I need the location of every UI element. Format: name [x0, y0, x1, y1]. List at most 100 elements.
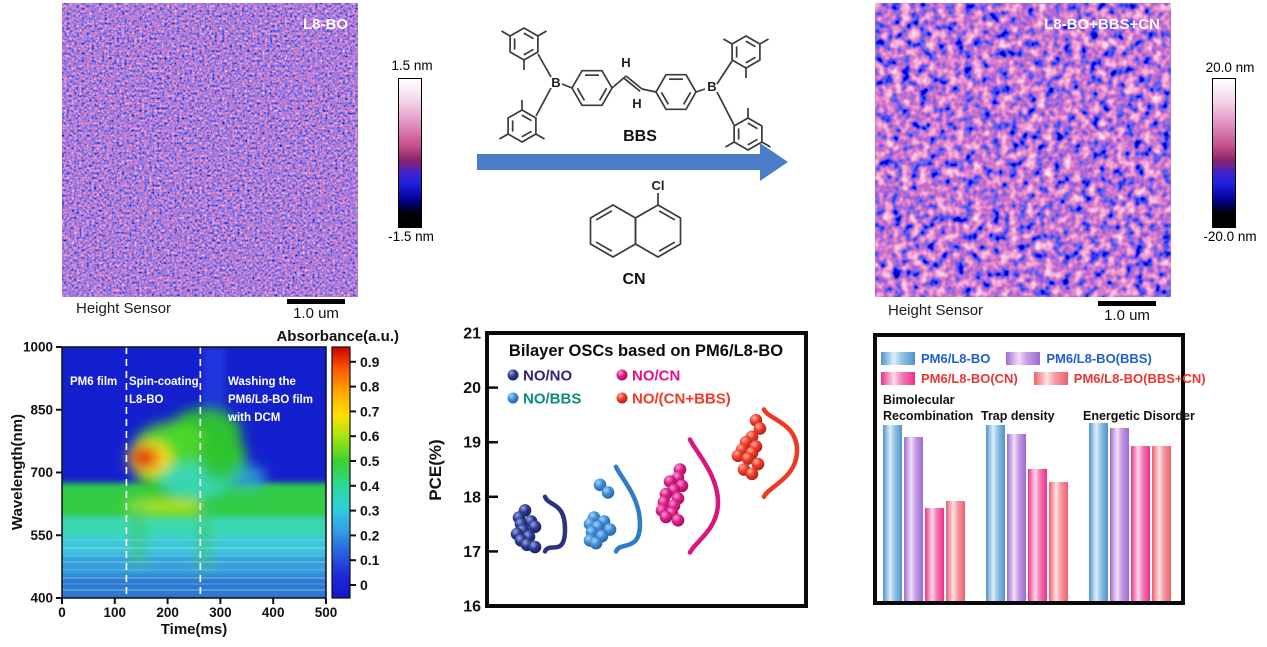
heatmap-axes-ticks: 0 100 200 300 400 500 400 550 700 850 1000 [23, 340, 337, 621]
pce-title: Bilayer OSCs based on PM6/L8-BO [509, 342, 783, 360]
svg-text:0.5: 0.5 [360, 453, 380, 469]
bar-pm6-l8-bo [1089, 423, 1108, 601]
scalebar-left-label: 1.0 um [293, 305, 339, 322]
pce-data [510, 407, 800, 555]
colorbar-left [398, 78, 422, 228]
svg-text:400: 400 [30, 591, 53, 606]
colorbar-ticks: 0 0.1 0.2 0.3 0.4 0.5 0.6 0.7 0.8 0.9 [350, 354, 380, 593]
svg-text:0.3: 0.3 [360, 503, 380, 519]
legend-label: PM6/L8-BO(BBS) [1046, 351, 1152, 366]
svg-text:0: 0 [360, 577, 368, 593]
svg-text:19: 19 [463, 435, 481, 452]
heatmap-xlabel: Time(ms) [161, 621, 227, 638]
bar-pm6-l8-bo-bbs- [1007, 434, 1026, 601]
phase-divider-lines [125, 347, 202, 598]
reaction-scheme: H H B B BBS Cl CN [477, 27, 788, 288]
heatmap-field: PM6 film Spin-coating L8-BO Washing the … [62, 347, 326, 598]
bar-pm6-l8-bo-cn- [925, 508, 944, 601]
bar-pm6-l8-bo-bbs- [1110, 428, 1129, 601]
colorbar-right-min-label: -20.0 nm [1203, 229, 1257, 244]
svg-text:0.6: 0.6 [360, 428, 380, 444]
svg-text:400: 400 [262, 605, 285, 620]
bar-pm6-l8-bo-bbs-cn- [1049, 482, 1068, 601]
svg-text:850: 850 [30, 402, 53, 417]
cn-label: CN [622, 271, 645, 288]
bar-category-label: Recombination [883, 409, 974, 423]
absorbance-heatmap: PM6 film Spin-coating L8-BO Washing the … [9, 328, 399, 638]
pce-ylabel: PCE(%) [426, 439, 445, 500]
colorbar-right-max-label: 20.0 nm [1205, 60, 1255, 75]
scalebar-left [287, 299, 345, 304]
svg-text:500: 500 [315, 605, 338, 620]
bbs-molecule [499, 27, 771, 151]
svg-text:NO/BBS: NO/BBS [523, 390, 581, 407]
svg-text:1000: 1000 [23, 340, 53, 355]
legend-swatch-pm6-l8-bo-bbs- [1006, 352, 1041, 365]
svg-text:NO/(CN+BBS): NO/(CN+BBS) [632, 390, 731, 407]
svg-text:0.2: 0.2 [360, 527, 380, 543]
svg-text:21: 21 [463, 326, 481, 343]
bar-pm6-l8-bo-bbs-cn- [1152, 446, 1171, 601]
heatmap-streaks [62, 539, 326, 591]
svg-text:16: 16 [463, 599, 481, 616]
bar-category-label: Energetic Disorder [1083, 409, 1195, 423]
hydrogen-label-top: H [621, 55, 630, 70]
height-sensor-caption-right: Height Sensor [888, 302, 984, 319]
pce-axis-ticks: 16 17 18 19 20 21 [463, 326, 498, 616]
bbs-label: BBS [623, 128, 657, 145]
svg-text:0.9: 0.9 [360, 354, 380, 370]
afm-image-l8bo [62, 3, 358, 297]
heatmap-plume [128, 408, 266, 569]
bar-pm6-l8-bo [986, 425, 1005, 601]
bar-pm6-l8-bo-cn- [1028, 469, 1047, 601]
legend-label: PM6/L8-BO(CN) [921, 371, 1018, 386]
bar-legend-row-2: PM6/L8-BO(CN) PM6/L8-BO(BBS+CN) [881, 371, 1206, 386]
bar-plot-area [877, 337, 1181, 601]
afm-texture-right [875, 3, 1171, 297]
process-arrow [477, 143, 788, 181]
svg-text:0.8: 0.8 [360, 379, 380, 395]
colorbar-right [1212, 78, 1236, 228]
bar-legend-row-1: PM6/L8-BO PM6/L8-BO(BBS) [881, 351, 1152, 366]
legend-swatch-pm6-l8-bo [881, 352, 915, 365]
annotation-washing-2: PM6/L8-BO film [228, 394, 313, 406]
svg-text:0: 0 [58, 605, 66, 620]
pce-scatter-plot: 16 17 18 19 20 21 PCE(%) Bilayer OSCs based o… [426, 326, 808, 616]
bar-pm6-l8-bo-cn- [1131, 446, 1150, 601]
bar-pm6-l8-bo-bbs- [904, 437, 923, 601]
svg-text:0.4: 0.4 [360, 478, 380, 494]
svg-text:20: 20 [463, 380, 481, 397]
afm-texture-left [62, 3, 358, 297]
annotation-washing-1: Washing the [228, 376, 296, 388]
legend-swatch-pm6-l8-bo-bbs-cn- [1033, 372, 1068, 385]
heatmap-ylabel: Wavelength(nm) [9, 414, 26, 530]
bar-pm6-l8-bo [883, 425, 902, 601]
colorbar-left-min-label: -1.5 nm [388, 229, 434, 244]
bar-pm6-l8-bo-bbs-cn- [946, 501, 965, 601]
svg-text:550: 550 [30, 528, 53, 543]
svg-text:NO/NO: NO/NO [523, 367, 573, 384]
heatmap-colorbar [331, 346, 351, 599]
boron-label-left: B [551, 75, 560, 90]
svg-text:300: 300 [209, 605, 232, 620]
boron-label-right: B [707, 79, 716, 94]
legend-swatch-pm6-l8-bo-cn- [881, 372, 915, 385]
afm-title-left: L8-BO [303, 16, 348, 33]
svg-text:0.7: 0.7 [360, 403, 380, 419]
annotation-spincoating-1: Spin-coating [129, 376, 199, 388]
bar-category-label: Bimolecular [883, 393, 955, 407]
svg-text:0.1: 0.1 [360, 552, 380, 568]
svg-text:700: 700 [30, 465, 53, 480]
heatmap-colorbar-title: Absorbance(a.u.) [276, 328, 399, 345]
afm-image-l8bo-bbs-cn [875, 3, 1171, 297]
annotation-washing-3: with DCM [227, 412, 280, 424]
svg-text:18: 18 [463, 489, 481, 506]
height-sensor-caption-left: Height Sensor [76, 300, 172, 317]
bar-chart-panel: PM6/L8-BO PM6/L8-BO(BBS) PM6/L8-BO(CN) PM6… [873, 333, 1206, 605]
pce-legend: NO/NO NO/BBS NO/CN NO/(CN+BBS) [507, 367, 731, 407]
svg-text:NO/CN: NO/CN [632, 367, 680, 384]
scalebar-right [1098, 301, 1156, 306]
bar-category-label: Trap density [981, 409, 1055, 423]
colorbar-left-max-label: 1.5 nm [391, 58, 433, 73]
